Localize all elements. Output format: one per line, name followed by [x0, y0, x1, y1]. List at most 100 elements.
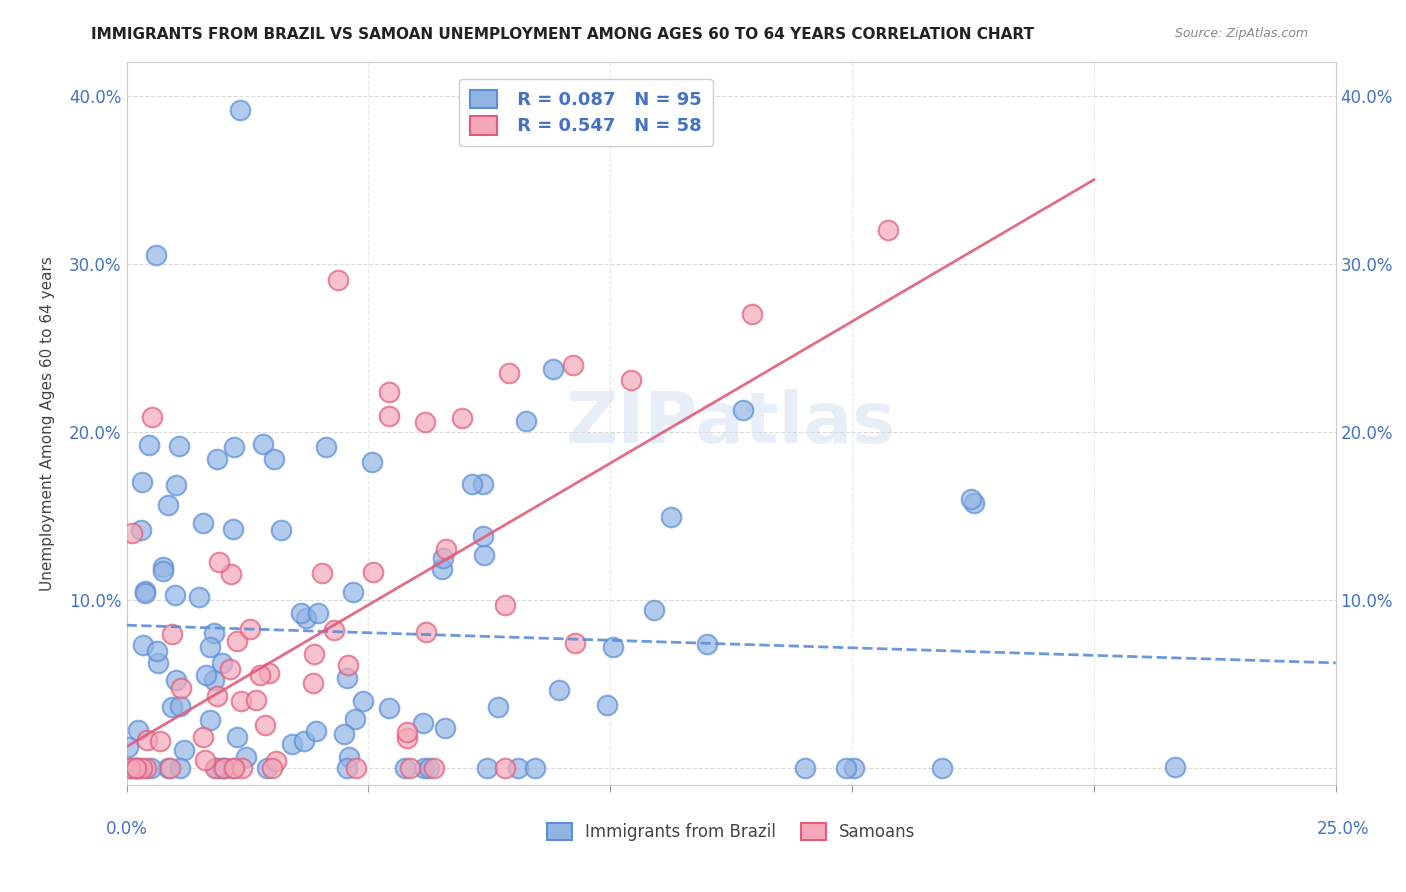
- Point: [433, 721, 456, 735]
- Point: [418, 761, 440, 775]
- Point: [292, 734, 315, 748]
- Point: [378, 701, 401, 715]
- Point: [323, 624, 346, 638]
- Point: [127, 723, 149, 737]
- Point: [472, 477, 495, 491]
- Point: [135, 733, 157, 747]
- Point: [239, 622, 262, 636]
- Point: [120, 761, 142, 775]
- Point: [461, 477, 484, 491]
- Point: [229, 694, 252, 708]
- Point: [132, 638, 155, 652]
- Point: [162, 627, 184, 641]
- Point: [194, 753, 217, 767]
- Text: IMMIGRANTS FROM BRAZIL VS SAMOAN UNEMPLOYMENT AMONG AGES 60 TO 64 YEARS CORRELAT: IMMIGRANTS FROM BRAZIL VS SAMOAN UNEMPLO…: [91, 27, 1035, 42]
- Point: [129, 523, 152, 537]
- Point: [412, 715, 434, 730]
- Point: [432, 551, 454, 566]
- Point: [131, 761, 153, 775]
- Point: [963, 495, 986, 509]
- Point: [342, 584, 364, 599]
- Point: [619, 373, 641, 387]
- Point: [188, 591, 211, 605]
- Point: [152, 560, 174, 574]
- Point: [117, 739, 139, 754]
- Point: [266, 754, 288, 768]
- Point: [202, 626, 225, 640]
- Point: [198, 713, 221, 727]
- Point: [160, 700, 183, 714]
- Point: [450, 410, 472, 425]
- Point: [205, 761, 228, 775]
- Point: [211, 656, 233, 670]
- Point: [378, 409, 401, 424]
- Point: [564, 635, 586, 649]
- Point: [741, 308, 763, 322]
- Point: [134, 584, 156, 599]
- Point: [326, 273, 349, 287]
- Point: [125, 761, 148, 775]
- Point: [134, 586, 156, 600]
- Point: [344, 712, 367, 726]
- Point: [515, 414, 537, 428]
- Text: 25.0%: 25.0%: [1316, 820, 1369, 838]
- Legend: Immigrants from Brazil, Samoans: Immigrants from Brazil, Samoans: [540, 816, 922, 848]
- Point: [208, 555, 231, 569]
- Point: [212, 761, 235, 775]
- Point: [315, 441, 337, 455]
- Point: [659, 510, 682, 524]
- Point: [876, 223, 898, 237]
- Point: [336, 761, 359, 775]
- Point: [165, 588, 187, 602]
- Point: [508, 761, 530, 775]
- Point: [931, 761, 953, 775]
- Point: [305, 724, 328, 739]
- Point: [643, 603, 665, 617]
- Point: [145, 248, 167, 262]
- Point: [602, 640, 624, 655]
- Point: [395, 731, 418, 745]
- Point: [127, 761, 149, 775]
- Point: [337, 657, 360, 672]
- Point: [225, 730, 247, 744]
- Point: [202, 673, 225, 687]
- Point: [146, 644, 169, 658]
- Point: [198, 640, 221, 655]
- Point: [960, 491, 983, 506]
- Point: [222, 522, 245, 536]
- Point: [121, 525, 143, 540]
- Point: [141, 410, 163, 425]
- Point: [138, 438, 160, 452]
- Point: [191, 516, 214, 530]
- Point: [229, 103, 252, 118]
- Point: [231, 761, 253, 775]
- Point: [378, 384, 401, 399]
- Text: ZIPatlas: ZIPatlas: [567, 389, 896, 458]
- Point: [733, 403, 755, 417]
- Point: [494, 761, 516, 775]
- Point: [494, 598, 516, 612]
- Point: [302, 676, 325, 690]
- Point: [562, 358, 585, 372]
- Point: [270, 523, 292, 537]
- Point: [152, 564, 174, 578]
- Point: [131, 475, 153, 489]
- Point: [434, 541, 457, 556]
- Point: [423, 761, 446, 775]
- Point: [212, 761, 235, 775]
- Point: [253, 718, 276, 732]
- Point: [844, 761, 866, 775]
- Point: [498, 367, 520, 381]
- Point: [472, 548, 495, 562]
- Point: [344, 761, 367, 775]
- Point: [165, 673, 187, 688]
- Y-axis label: Unemployment Among Ages 60 to 64 years: Unemployment Among Ages 60 to 64 years: [41, 256, 55, 591]
- Point: [337, 750, 360, 764]
- Point: [191, 730, 214, 744]
- Point: [159, 761, 181, 775]
- Point: [281, 737, 304, 751]
- Point: [302, 647, 325, 661]
- Point: [477, 761, 499, 775]
- Point: [1163, 760, 1185, 774]
- Point: [290, 606, 312, 620]
